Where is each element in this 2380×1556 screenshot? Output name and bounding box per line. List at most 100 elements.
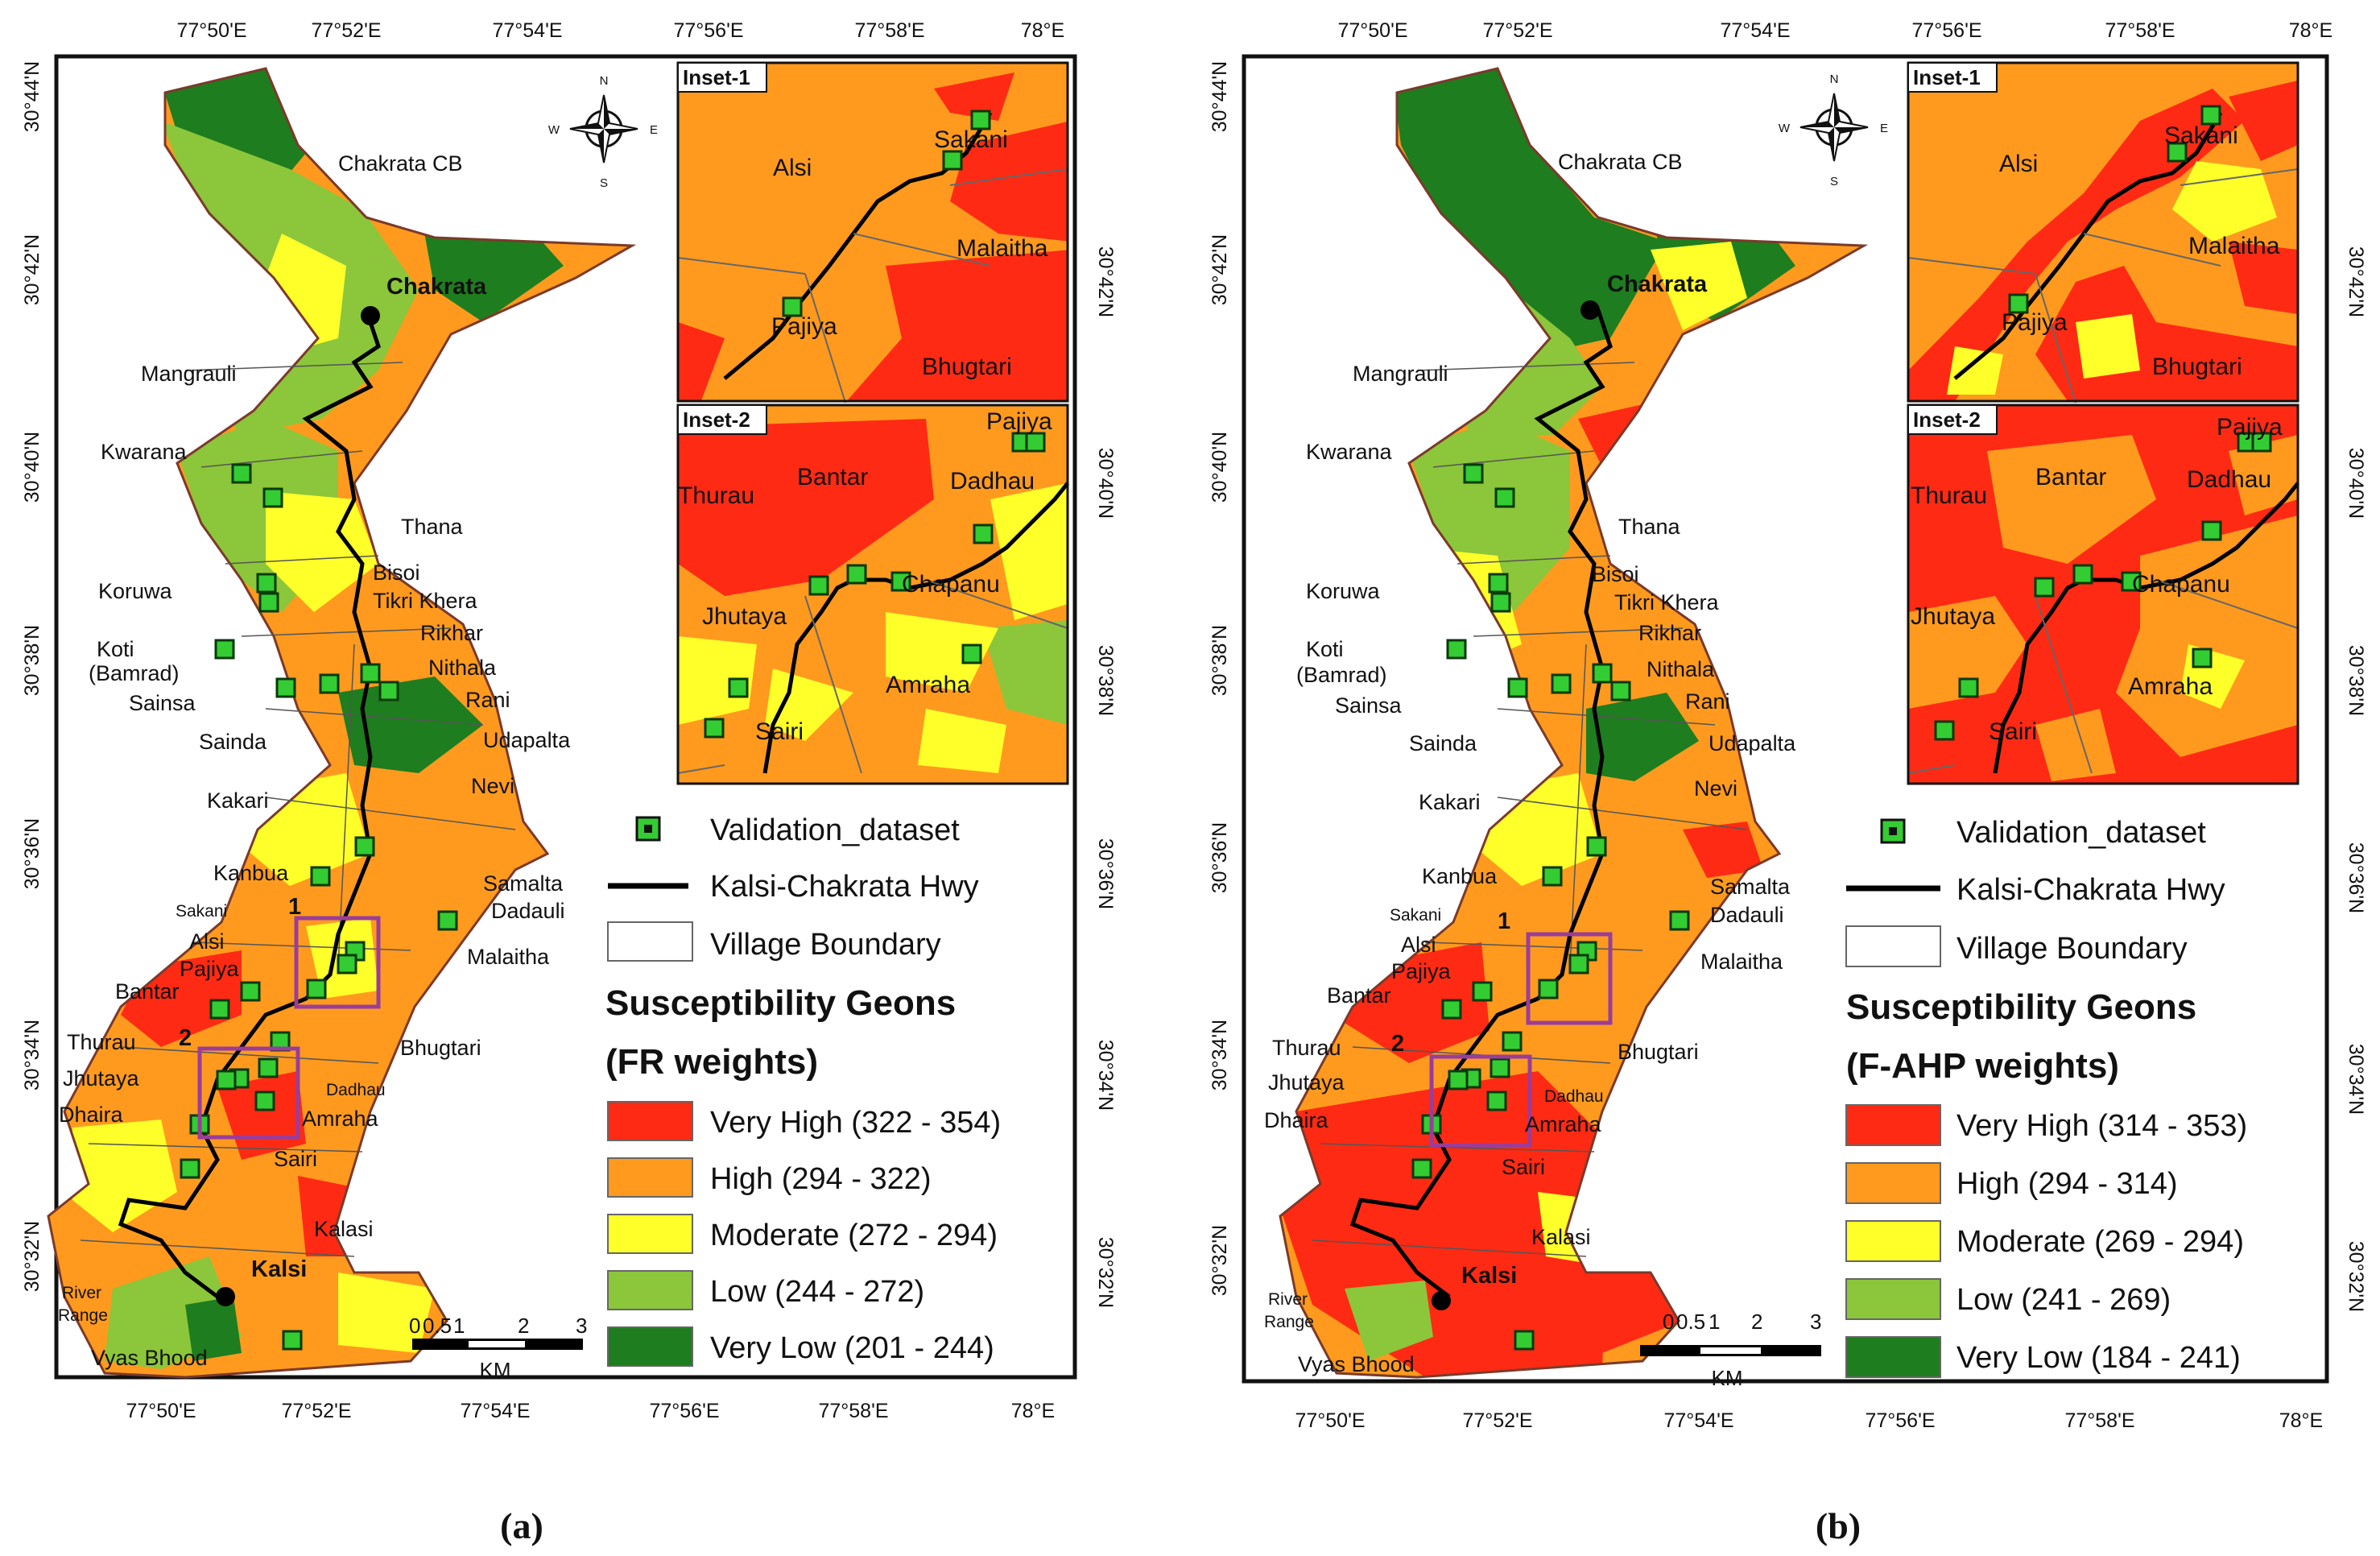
tick-label: 30°42'N: [1209, 234, 1231, 305]
inset-village-label: Sakani: [2164, 122, 2238, 149]
village-label: Tikri Khera: [373, 589, 478, 613]
village-label: Alsi: [189, 929, 225, 954]
region-outline: [1279, 67, 1869, 1379]
panel-a: 77°50'E 77°52'E 77°54'E 77°56'E 77°58'E …: [21, 19, 1117, 1546]
village-label: Kakari: [1419, 790, 1481, 814]
tick-label: 78°E: [2289, 19, 2332, 42]
village-boundaries: [80, 362, 516, 1257]
village-label: Range: [1264, 1313, 1314, 1331]
inset-marker-2: 2: [179, 1025, 192, 1051]
legend-class: High (294 - 322): [710, 1162, 932, 1196]
tick-label: 77°56'E: [673, 19, 743, 42]
tick-label: 78°E: [1011, 1400, 1055, 1422]
svg-text:0.5: 0.5: [423, 1314, 452, 1338]
caption-b: (b): [1816, 1505, 1861, 1546]
village-label: Bantar: [1327, 983, 1391, 1008]
legend-class: High (294 - 314): [1956, 1167, 2178, 1201]
right-axis: 30°42'N 30°40'N 30°38'N 30°36'N 30°34'N …: [2345, 246, 2367, 1312]
village-label: Kanbua: [213, 861, 289, 885]
village-label: Dadauli: [1710, 903, 1784, 927]
tick-label: 30°38'N: [1094, 645, 1117, 716]
inset-village-label: Pajiya: [771, 313, 837, 340]
village-label: River: [1268, 1290, 1308, 1309]
legend-item: Village Boundary: [1956, 932, 2188, 966]
tick-label: 77°50'E: [1337, 19, 1407, 42]
tick-label: 30°32'N: [21, 1221, 43, 1292]
tick-label: 77°56'E: [649, 1400, 719, 1422]
town-label-chakrata: Chakrata: [1607, 271, 1708, 297]
tick-label: 77°56'E: [1865, 1409, 1935, 1432]
inset-1-tag: Inset-1: [683, 65, 750, 89]
inset-village-label: Jhutaya: [702, 603, 787, 630]
svg-text:2: 2: [1751, 1310, 1762, 1334]
legend-class: Moderate (269 - 294): [1956, 1225, 2244, 1259]
svg-text:S: S: [600, 176, 608, 190]
tick-label: 77°52'E: [1482, 19, 1552, 42]
legend-title: (F-AHP weights): [1846, 1046, 2119, 1086]
inset-village-label: Malaitha: [957, 235, 1048, 262]
compass-rose-icon: N S E W: [1779, 72, 1888, 188]
village-label: Dadhau: [326, 1081, 386, 1099]
village-label: Udapalta: [1709, 731, 1796, 755]
tick-label: 30°42'N: [2345, 246, 2367, 317]
svg-text:N: N: [600, 74, 609, 88]
inset-village-label: Thurau: [1911, 482, 1987, 509]
tick-label: 30°34'N: [2345, 1044, 2367, 1115]
village-label: Samalta: [483, 871, 564, 896]
kalsi-town-dot: [216, 1287, 235, 1306]
tick-label: 30°38'N: [21, 625, 43, 696]
tick-label: 77°58'E: [818, 1400, 888, 1422]
tick-label: 78°E: [1021, 19, 1064, 42]
inset-village-label: Bantar: [2035, 464, 2106, 490]
scale-bar: 0 0.5 1 2 3 KM: [409, 1314, 587, 1382]
tick-label: 30°40'N: [21, 432, 43, 503]
legend-class: Very Low (201 - 244): [710, 1331, 994, 1365]
tick-label: 78°E: [2279, 1409, 2323, 1432]
zone-moderate: [1651, 242, 1747, 330]
tick-label: 30°34'N: [1094, 1040, 1117, 1111]
village-label: Mangrauli: [141, 362, 237, 386]
zone-low: [1345, 1281, 1433, 1361]
inset-village-label: Sakani: [934, 126, 1008, 153]
tick-label: 30°34'N: [21, 1020, 43, 1090]
svg-text:W: W: [1779, 122, 1791, 135]
inset-village-label: Thurau: [678, 482, 754, 509]
village-label: (Bamrad): [89, 661, 180, 685]
village-label: Pajiya: [1391, 959, 1452, 983]
bottom-axis: 77°50'E 77°52'E 77°54'E 77°56'E 77°58'E …: [126, 1400, 1055, 1422]
tick-label: 30°40'N: [1094, 448, 1117, 519]
svg-text:3: 3: [576, 1314, 587, 1338]
village-label: Thurau: [1272, 1036, 1341, 1060]
tick-label: 30°42'N: [21, 234, 43, 305]
tick-label: 77°58'E: [854, 19, 924, 42]
inset-village-label: Malaitha: [2188, 233, 2280, 259]
legend-title: Susceptibility Geons: [605, 983, 956, 1023]
inset-village-label: Alsi: [1999, 151, 2038, 177]
zone-moderate: [338, 1273, 435, 1353]
kalsi-chakrata-highway: [118, 309, 381, 1298]
inset-village-label: Chapanu: [902, 571, 1000, 598]
village-label: River: [62, 1284, 101, 1302]
village-label: Kwarana: [101, 440, 188, 464]
village-label: Koti: [1306, 637, 1344, 661]
tick-label: 30°36'N: [1094, 838, 1117, 909]
tick-label: 77°52'E: [311, 19, 381, 42]
inset-1: Inset-1 Alsi Sakani Malaitha Pajiya Bhug…: [676, 61, 1069, 403]
inset-village-label: Bantar: [797, 464, 868, 490]
village-label: Bisoi: [1592, 562, 1639, 586]
village-label: Bantar: [115, 979, 180, 1004]
inset-village-label: Bhugtari: [2152, 354, 2242, 380]
village-label: Sainsa: [129, 691, 196, 715]
village-label: Kwarana: [1306, 440, 1393, 464]
village-label: Koruwa: [1306, 579, 1381, 603]
village-label: Thana: [1618, 515, 1681, 539]
inset-2-tag: Inset-2: [1913, 408, 1981, 432]
village-label: Sainda: [199, 730, 267, 754]
svg-text:E: E: [650, 123, 658, 137]
legend-title: (FR weights): [605, 1042, 818, 1082]
village-label: Sakani: [1390, 906, 1441, 925]
tick-label: 77°54'E: [460, 1400, 530, 1422]
village-label: Kalasi: [1531, 1225, 1591, 1249]
village-label: Chakrata CB: [1558, 150, 1683, 174]
village-label: Sainda: [1409, 731, 1477, 755]
